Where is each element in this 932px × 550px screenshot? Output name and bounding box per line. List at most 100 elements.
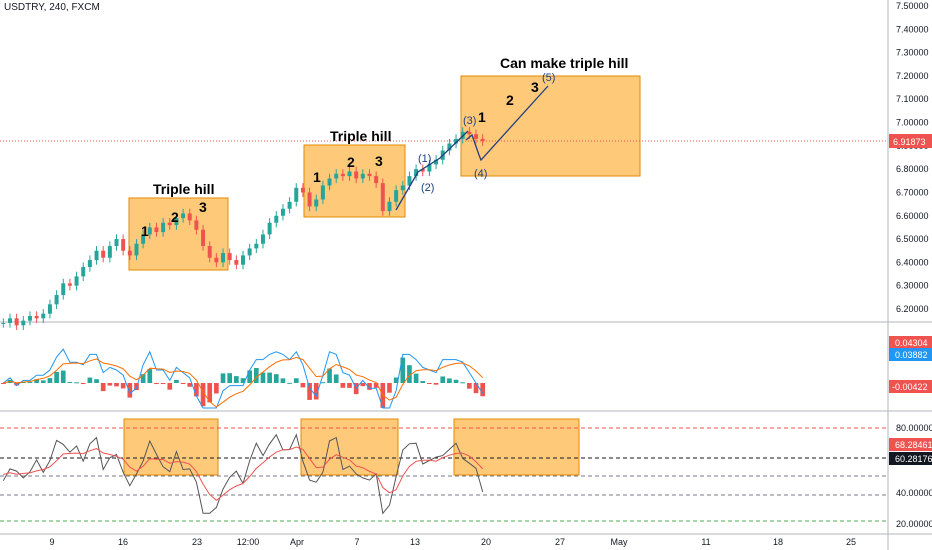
macd-bar <box>247 370 252 383</box>
macd-bar <box>187 383 193 387</box>
price-tick: 6.80000 <box>896 164 929 174</box>
candle-body <box>127 250 132 256</box>
rsi-moving-average <box>3 446 484 501</box>
price-tick: 6.40000 <box>896 257 929 267</box>
candle-body <box>134 243 139 256</box>
candle-body <box>154 227 159 233</box>
time-tick: 16 <box>118 537 128 547</box>
candle-body <box>107 246 112 258</box>
triple-hill-label-2: Triple hill <box>330 128 391 144</box>
candle-body <box>354 171 359 179</box>
macd-bar <box>280 378 286 383</box>
rsi-badge-2-text: 60.28176 <box>895 454 932 464</box>
macd-bar <box>420 381 426 383</box>
macd-bar <box>273 374 279 383</box>
macd-bar <box>227 373 233 383</box>
candle-body <box>194 220 199 230</box>
macd-badge-3 <box>889 380 932 393</box>
candle-body <box>280 208 285 216</box>
candle-body <box>454 138 459 144</box>
candle-body <box>314 199 319 207</box>
count-3-a: 3 <box>199 199 207 215</box>
macd-bar <box>473 383 479 394</box>
macd-bar <box>114 383 119 387</box>
macd-signal-line <box>3 356 484 408</box>
count-3-c: 3 <box>531 79 539 95</box>
time-tick: May <box>610 537 628 547</box>
macd-bar <box>240 378 246 383</box>
macd-bar <box>200 383 206 407</box>
candle-body <box>427 164 432 172</box>
macd-bar <box>413 373 419 383</box>
candle-body <box>367 173 372 177</box>
candle-body <box>480 138 485 142</box>
macd-bar <box>80 383 86 385</box>
macd-histogram <box>0 357 486 408</box>
candle-body <box>161 222 166 233</box>
macd-bar <box>180 383 186 384</box>
candle-body <box>74 276 79 286</box>
macd-bar <box>54 371 59 383</box>
candle-body <box>414 169 419 177</box>
rsi-badge-1-text: 68.28461 <box>895 440 932 450</box>
rsi-badge-1 <box>889 438 932 451</box>
count-1-c: 1 <box>478 109 486 125</box>
macd-bar <box>120 383 126 389</box>
candle-body <box>147 227 152 235</box>
price-tick: 6.50000 <box>896 234 929 244</box>
macd-bar <box>74 382 79 384</box>
candle-body <box>94 250 99 261</box>
macd-bar <box>360 383 366 387</box>
time-axis[interactable]: 9 16 23 12:00 Apr 7 13 20 27 May 11 18 25 <box>49 537 856 547</box>
candle-body <box>121 239 126 251</box>
price-tick: 7.50000 <box>896 1 929 11</box>
macd-bar <box>207 383 213 403</box>
candle-body <box>400 185 405 191</box>
candle-body <box>307 192 312 207</box>
candlestick-series[interactable] <box>1 127 485 330</box>
candle-body <box>254 243 259 249</box>
time-tick: 9 <box>49 537 54 547</box>
time-tick: 11 <box>701 537 710 547</box>
candle-body <box>474 134 479 139</box>
candle-body <box>467 131 472 135</box>
triple-hill-box-1[interactable] <box>128 197 229 271</box>
price-axis[interactable]: 7.50000 7.40000 7.30000 7.20000 7.10000 7.000… <box>896 1 929 314</box>
macd-bar <box>154 383 159 385</box>
price-tick: 7.20000 <box>896 71 929 81</box>
macd-bar <box>433 383 439 385</box>
candle-body <box>221 253 226 263</box>
candle-body <box>327 178 332 186</box>
macd-bar <box>373 383 379 388</box>
candle-body <box>87 260 92 268</box>
rsi-box-3[interactable] <box>453 418 580 476</box>
time-tick: 7 <box>354 537 359 547</box>
chart-symbol-header: USDTRY, 240, FXCM <box>4 2 100 13</box>
macd-bar <box>480 383 486 397</box>
wave-line[interactable] <box>395 130 469 211</box>
time-tick: 12:00 <box>237 537 260 547</box>
macd-bar <box>60 370 66 383</box>
last-price-badge <box>889 134 932 148</box>
price-tick: 6.20000 <box>896 304 929 314</box>
macd-bar <box>194 383 199 397</box>
macd-bar <box>27 382 33 384</box>
candle-body <box>67 283 72 286</box>
macd-bar <box>313 383 319 400</box>
triple-hill-box-3[interactable] <box>460 75 641 177</box>
macd-bar <box>127 383 133 398</box>
macd-bar <box>453 379 459 383</box>
candle-body <box>187 213 192 221</box>
macd-line <box>2 348 484 409</box>
macd-bar <box>234 376 239 383</box>
candle-body <box>167 222 172 226</box>
macd-bar <box>393 377 399 383</box>
macd-bar <box>287 382 292 384</box>
rsi-tick-80: 80.00000 <box>896 423 932 433</box>
candle-body <box>380 183 385 212</box>
last-price-text: 6.91873 <box>893 137 926 147</box>
wave-2-label: (2) <box>421 182 434 194</box>
wave-1-label: (1) <box>418 153 431 165</box>
projection-line[interactable] <box>465 85 549 162</box>
